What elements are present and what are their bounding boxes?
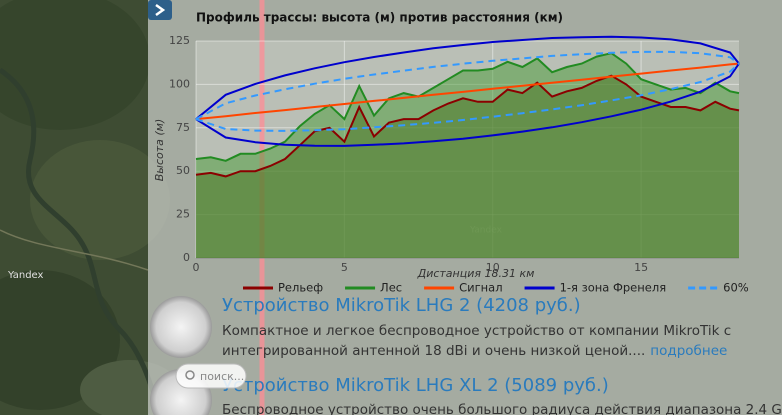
plot: 0 25 50 75 100 125 0 5 10 15 (169, 34, 740, 274)
x-axis-label: Дистанция 18.31 км (417, 267, 535, 280)
y-tick-label: 125 (169, 34, 190, 47)
series-line (195, 63, 740, 147)
y-tick-label: 0 (183, 251, 190, 264)
product-image[interactable] (150, 296, 212, 358)
more-link[interactable]: подробнее (650, 343, 727, 359)
y-tick-label: 50 (176, 164, 190, 177)
product-description: интегрированной антенной 18 dBi и очень … (222, 343, 727, 359)
product-1: Устройство MikroTik LHG 2 (4208 руб.) Ко… (150, 295, 731, 359)
product-2: Устройство MikroTik LHG XL 2 (5089 руб.)… (150, 369, 782, 415)
map-watermark: Yandex (7, 270, 44, 281)
series-area (196, 53, 739, 259)
legend-label: 1-я зона Френеля (560, 281, 667, 295)
y-axis-label: Высота (м) (153, 119, 166, 182)
series-line (195, 52, 740, 162)
legend-label: Лес (380, 281, 402, 295)
product-description: Компактное и легкое беспроводное устройс… (222, 323, 731, 339)
search-placeholder[interactable]: поиск... (200, 370, 244, 383)
toggle-button[interactable] (148, 0, 172, 20)
y-tick-label: 75 (176, 121, 190, 134)
series-line (195, 62, 740, 132)
series-line (195, 62, 740, 121)
x-tick-label: 0 (193, 261, 200, 274)
series-line (195, 74, 740, 178)
series-line (195, 50, 740, 120)
chart-title: Профиль трассы: высота (м) против рассто… (196, 11, 563, 25)
legend-label: Рельеф (278, 281, 323, 295)
x-tick-label: 5 (341, 261, 348, 274)
product-title[interactable]: Устройство MikroTik LHG 2 (4208 руб.) (222, 295, 581, 316)
description-text: интегрированной антенной 18 dBi и очень … (222, 343, 645, 359)
series-line (195, 35, 740, 120)
map-texture (0, 0, 180, 415)
legend-label: Сигнал (459, 281, 502, 295)
product-description: Беспроводное устройство очень большого р… (222, 402, 782, 415)
x-tick-label: 10 (486, 261, 500, 274)
x-tick-label: 15 (634, 261, 648, 274)
legend-label: 60% (723, 281, 749, 295)
legend: Рельеф Лес Сигнал 1-я зона Френеля 60% (243, 281, 749, 295)
y-tick-label: 100 (169, 77, 190, 90)
product-title[interactable]: Устройство MikroTik LHG XL 2 (5089 руб.) (222, 375, 609, 396)
series-area (196, 75, 739, 258)
y-tick-label: 25 (176, 208, 190, 221)
search-box[interactable]: поиск... (175, 363, 247, 389)
